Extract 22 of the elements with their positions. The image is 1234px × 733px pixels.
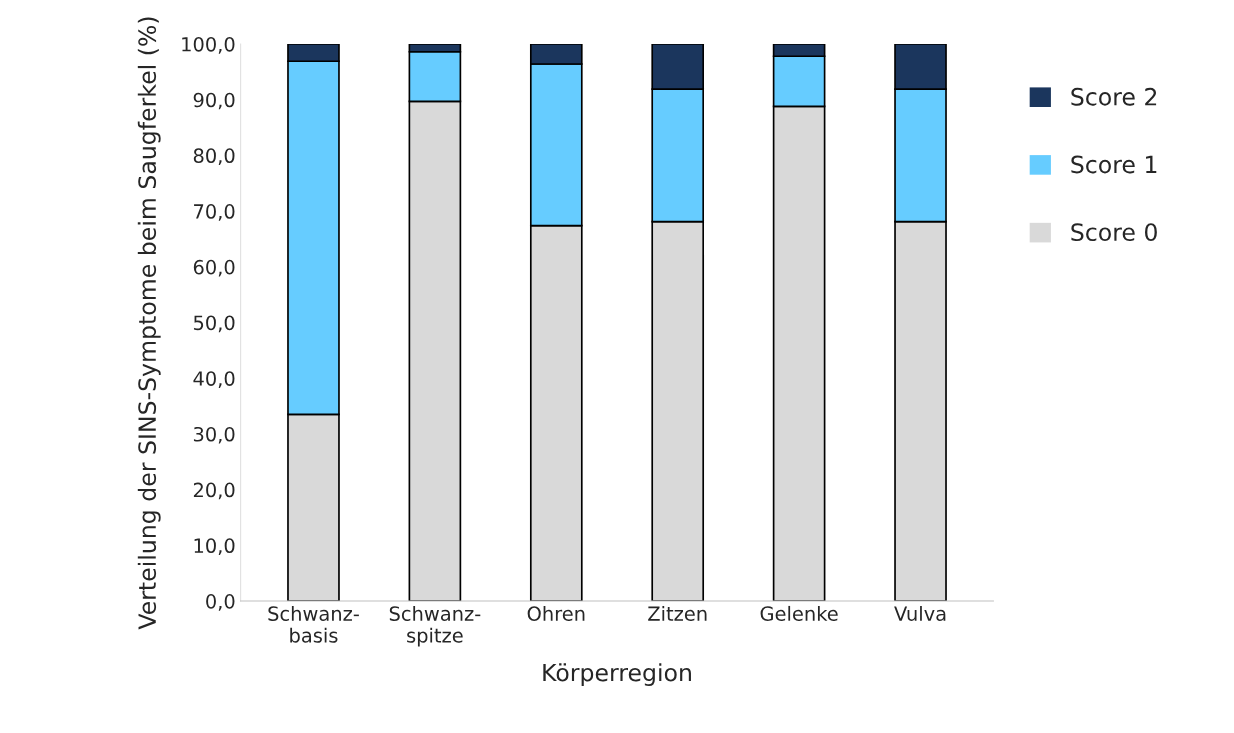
y-tick-label: 90,0 xyxy=(193,92,235,110)
y-axis-title: Verteilung der SINS-Symptome beim Saugferkel (%) xyxy=(137,17,161,630)
legend-label: Score 0 xyxy=(1071,223,1157,242)
x-tick-label: Ohren xyxy=(527,605,585,621)
legend-label: Score 1 xyxy=(1071,155,1157,174)
y-tick-label: 20,0 xyxy=(193,482,235,500)
y-tick-label: 70,0 xyxy=(194,204,235,221)
x-tick-label: Vulva xyxy=(894,605,946,621)
x-tick-label: Gelenke xyxy=(760,605,838,621)
x-tick-label: Schwanz- spitze xyxy=(389,605,481,647)
x-axis-title: Körperregion xyxy=(543,663,691,687)
x-tick-label: Schwanz- basis xyxy=(268,605,359,643)
y-tick-label: 30,0 xyxy=(193,426,235,444)
y-tick-label: 50,0 xyxy=(193,315,235,333)
y-tick-label: 100,0 xyxy=(182,36,235,54)
x-tick-label: Zitzen xyxy=(648,605,707,621)
y-tick-label: 40,0 xyxy=(193,371,235,388)
y-tick-label: 0,0 xyxy=(206,594,235,611)
legend-label: Score 2 xyxy=(1071,87,1157,106)
y-tick-label: 10,0 xyxy=(194,538,235,555)
y-tick-label: 60,0 xyxy=(193,259,235,277)
y-tick-label: 80,0 xyxy=(193,148,235,166)
